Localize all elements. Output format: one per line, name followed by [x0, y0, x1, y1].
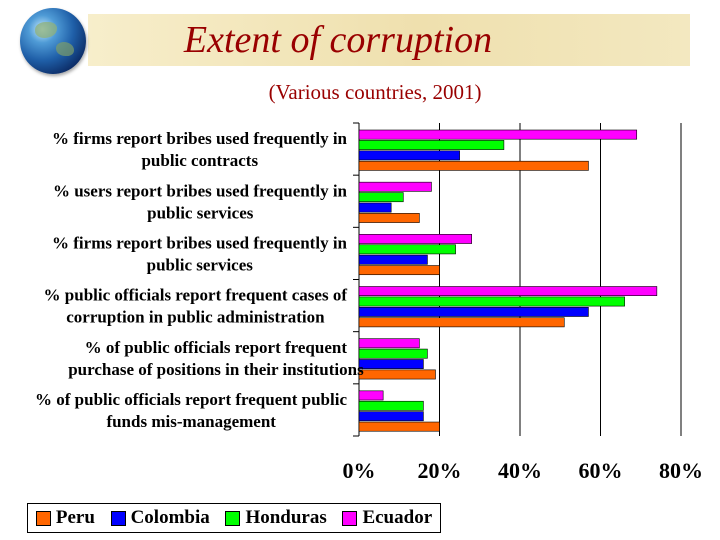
title-banner: [88, 14, 690, 66]
bar-peru: [358, 421, 440, 432]
bar-peru: [358, 160, 589, 171]
globe-logo: [20, 8, 86, 74]
category-label: % of public officials report frequent: [85, 338, 348, 357]
bar-peru: [358, 317, 565, 328]
bar-honduras: [358, 348, 428, 359]
bar-ecuador: [358, 181, 432, 192]
x-tick-label: 80%: [659, 458, 703, 483]
category-label: corruption in public administration: [66, 308, 325, 327]
bar-ecuador: [358, 129, 638, 140]
category-label: public contracts: [141, 151, 258, 170]
category-label: % firms report bribes used frequently in: [52, 233, 348, 252]
bar-colombia: [358, 411, 424, 422]
bar-peru: [358, 369, 436, 380]
category-label: % users report bribes used frequently in: [53, 181, 348, 200]
legend-label: Colombia: [130, 507, 210, 528]
x-tick-label: 20%: [418, 458, 462, 483]
legend-swatch: [342, 510, 358, 526]
legend-swatch: [35, 510, 51, 526]
bar-ecuador: [358, 390, 384, 401]
bar-colombia: [358, 254, 428, 265]
category-label: funds mis-management: [106, 412, 276, 431]
legend-label: Honduras: [245, 507, 327, 528]
bar-honduras: [358, 400, 424, 411]
bar-ecuador: [358, 234, 472, 244]
category-label: public services: [147, 203, 254, 222]
chart-legend: Peru Colombia Honduras Ecuador: [27, 503, 441, 533]
bar-colombia: [358, 359, 424, 369]
legend-swatch: [110, 510, 126, 526]
legend-label: Ecuador: [362, 507, 433, 528]
legend-label: Peru: [55, 507, 95, 528]
chart-subtitle: (Various countries, 2001): [268, 80, 482, 104]
bar-peru: [358, 265, 440, 276]
bar-honduras: [358, 296, 625, 307]
bar-ecuador: [358, 338, 420, 349]
legend-item-colombia: Colombia: [110, 507, 210, 529]
legend-item-honduras: Honduras: [225, 507, 327, 529]
bar-honduras: [358, 140, 505, 150]
category-label: % firms report bribes used frequently in: [52, 129, 348, 148]
chart-title: Extent of corruption: [183, 19, 493, 61]
bar-colombia: [358, 150, 460, 161]
category-label: % of public officials report frequent pu…: [35, 390, 347, 409]
bar-colombia: [358, 202, 392, 213]
legend-item-peru: Peru: [35, 507, 95, 529]
bar-peru: [358, 213, 420, 223]
legend-swatch: [225, 510, 241, 526]
bar-chart: % firms report bribes used frequently in…: [35, 122, 703, 483]
x-tick-label: 60%: [579, 458, 623, 483]
x-tick-label: 40%: [498, 458, 542, 483]
category-label: purchase of positions in their instituti…: [68, 360, 364, 379]
bar-colombia: [358, 306, 589, 317]
bar-honduras: [358, 244, 456, 255]
legend-item-ecuador: Ecuador: [342, 507, 432, 529]
bar-ecuador: [358, 286, 658, 296]
category-label: % public officials report frequent cases…: [44, 286, 348, 305]
category-label: public services: [147, 255, 254, 274]
bar-honduras: [358, 192, 404, 203]
x-tick-label: 0%: [343, 458, 376, 483]
